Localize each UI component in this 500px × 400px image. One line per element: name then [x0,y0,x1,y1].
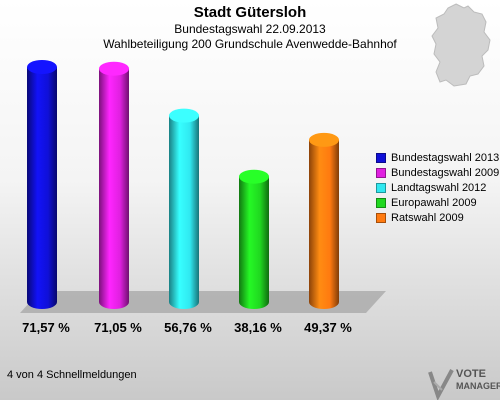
bar-body-3 [169,115,199,309]
bar-body-2 [99,68,129,309]
bar-5 [309,132,339,309]
legend-item-5: Ratswahl 2009 [376,210,499,225]
bar-cap-2 [99,61,129,76]
legend-swatch-5 [376,212,386,223]
legend-swatch-1 [376,152,386,163]
legend-label-2: Bundestagswahl 2009 [391,166,500,179]
chart-legend: Bundestagswahl 2013 Bundestagswahl 2009 La… [376,150,499,225]
bar-2 [99,61,129,309]
bar-cap-1 [27,60,57,74]
legend-item-2: Bundestagswahl 2009 [376,165,499,180]
legend-label-1: Bundestagswahl 2013 [391,151,500,164]
legend-item-1: Bundestagswahl 2013 [376,150,499,165]
legend-item-4: Europawahl 2009 [376,195,499,210]
legend-swatch-4 [376,197,386,208]
legend-swatch-2 [376,167,386,178]
bar-cap-5 [309,132,339,147]
bar-cap-4 [239,169,269,184]
chart-title: Stadt Gütersloh [193,4,307,21]
bar-1 [27,60,57,309]
chart-subtitle-2: Wahlbeteiligung 200 Grundschule Avenwedd… [103,37,397,51]
value-label-2: 71,05 % [94,320,142,335]
legend-label-3: Landtagswahl 2012 [391,181,487,194]
value-label-1: 71,57 % [22,320,70,335]
value-label-3: 56,76 % [164,320,212,335]
value-label-4: 38,16 % [234,320,282,335]
bar-4 [239,169,269,309]
germany-map-icon [431,3,491,87]
bar-3 [169,108,199,309]
legend-swatch-3 [376,182,386,193]
legend-item-3: Landtagswahl 2012 [376,180,499,195]
chart-subtitle: Bundestagswahl 22.09.2013 [174,22,326,36]
legend-label-5: Ratswahl 2009 [391,211,464,224]
bar-body-1 [27,67,57,309]
bar-body-5 [309,139,339,309]
votemanager-logo-icon [428,369,454,400]
logo-text-manager: MANAGER [456,381,500,391]
value-label-5: 49,37 % [304,320,352,335]
bar-cap-3 [169,108,199,123]
bar-body-4 [239,176,269,309]
logo-text-vote: VOTE [456,368,486,380]
footer-text: 4 von 4 Schnellmeldungen [7,369,137,381]
legend-label-4: Europawahl 2009 [391,196,477,209]
